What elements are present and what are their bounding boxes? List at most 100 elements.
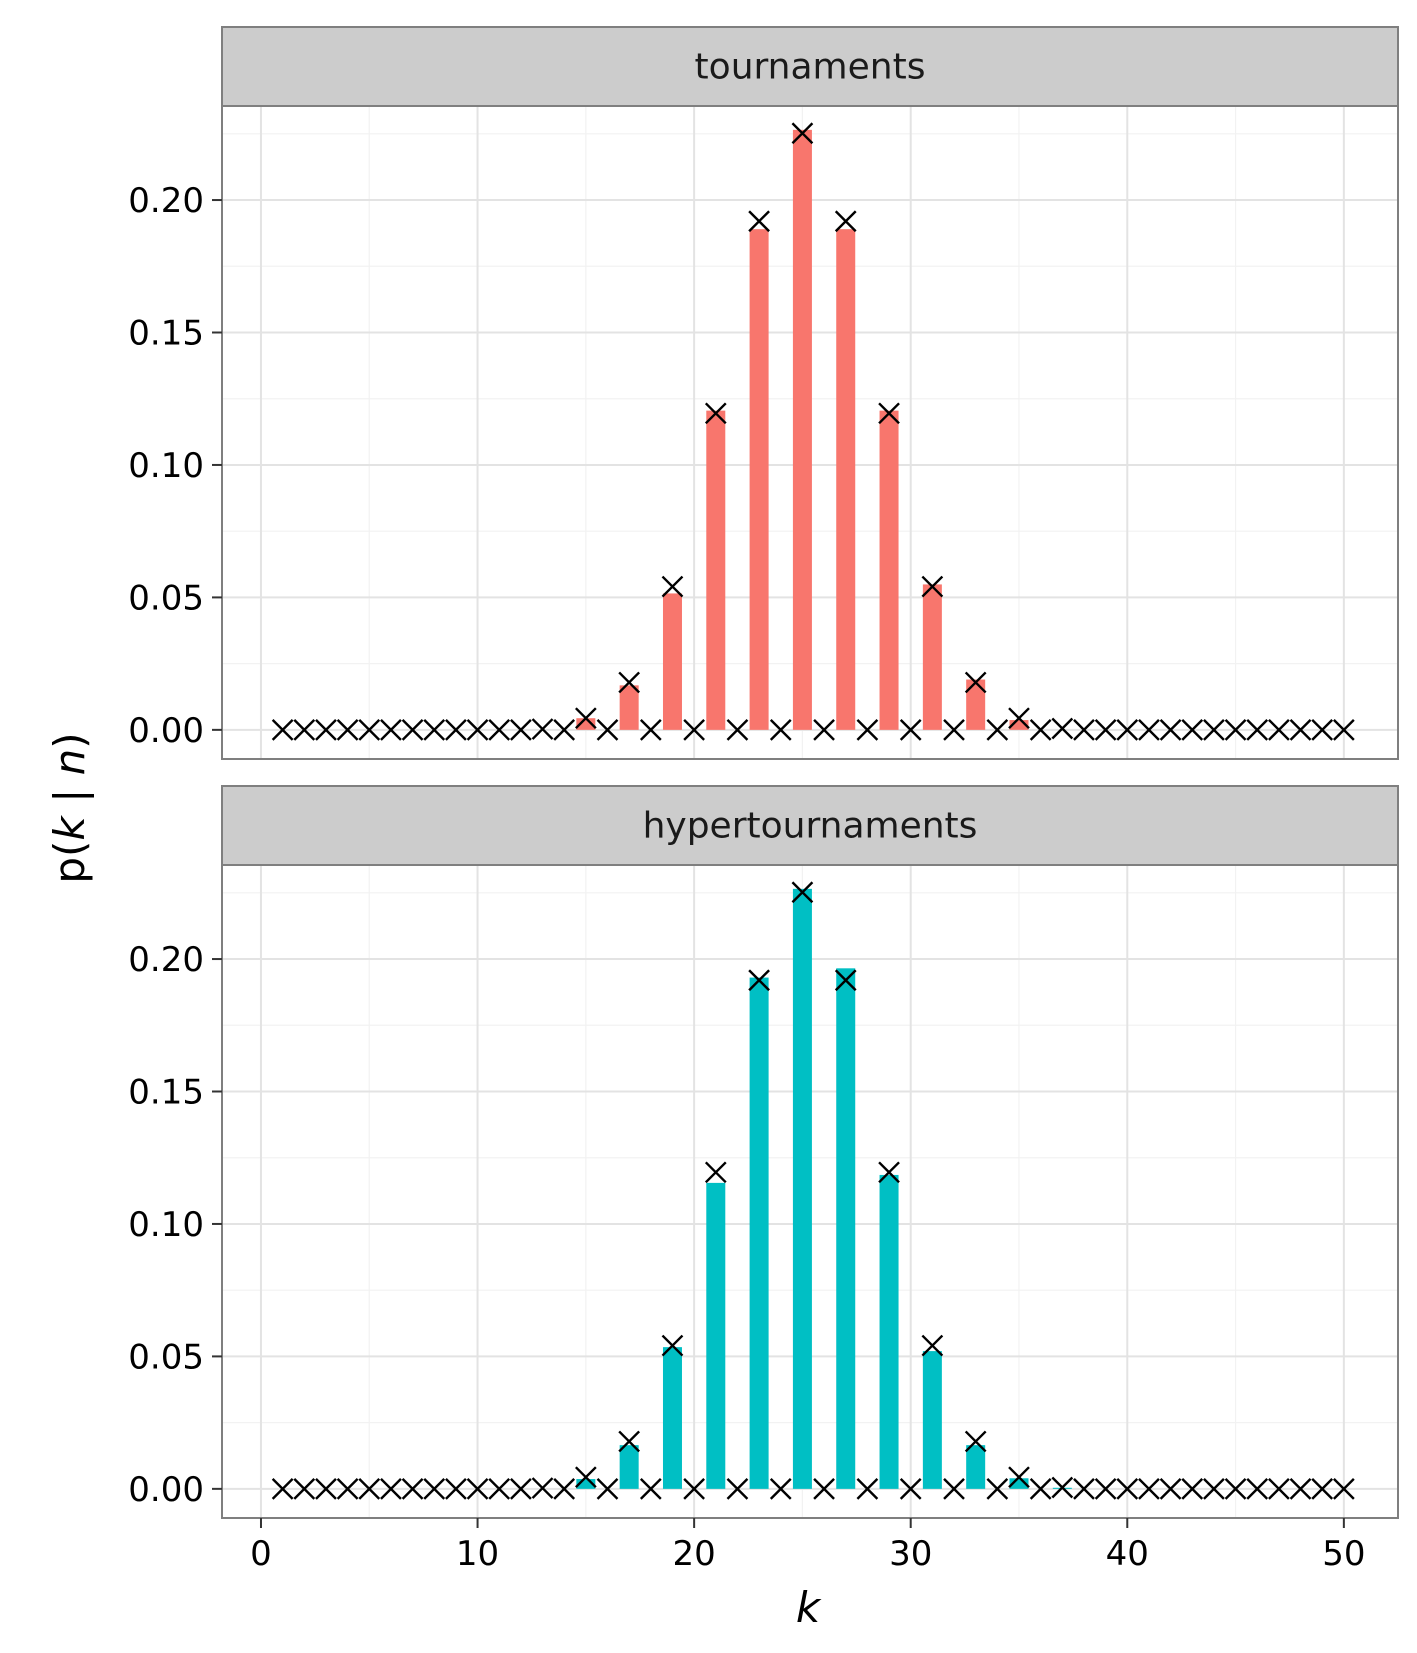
strip-background — [221, 26, 1399, 107]
bar-k-29 — [879, 410, 899, 730]
marker-k-36 — [1029, 1478, 1052, 1500]
marker-k-27 — [834, 210, 857, 233]
marker-k-3 — [315, 1478, 337, 1500]
marker-k-4 — [336, 719, 359, 741]
marker-k-37 — [1051, 1476, 1074, 1499]
marker-k-14 — [553, 719, 576, 741]
marker-k-49 — [1311, 1478, 1334, 1500]
marker-k-31 — [921, 575, 944, 598]
marker-k-11 — [488, 719, 511, 741]
marker-k-34 — [986, 719, 1009, 741]
marker-k-2 — [293, 1478, 316, 1500]
marker-k-16 — [596, 1478, 619, 1500]
marker-k-17 — [618, 671, 641, 694]
marker-k-42 — [1159, 719, 1182, 741]
marker-k-21 — [704, 1161, 727, 1184]
marker-k-18 — [639, 719, 662, 741]
marker-k-9 — [445, 1478, 467, 1500]
marker-k-47 — [1268, 1478, 1290, 1500]
y-tick-label: 0.15 — [128, 313, 204, 353]
y-tick-label: 0.20 — [128, 940, 204, 980]
panel-border — [221, 105, 1399, 760]
marker-k-41 — [1138, 1478, 1160, 1500]
marker-k-45 — [1224, 719, 1247, 741]
bar-k-15 — [576, 718, 596, 730]
marker-k-8 — [423, 1478, 446, 1500]
marker-k-43 — [1181, 1478, 1204, 1500]
marker-k-46 — [1246, 719, 1269, 741]
marker-k-6 — [380, 1478, 402, 1500]
marker-k-25 — [791, 122, 814, 145]
y-axis-title: p(k | n) — [45, 732, 94, 883]
marker-k-19 — [661, 575, 684, 598]
marker-k-6 — [380, 719, 402, 741]
marker-k-39 — [1094, 1478, 1117, 1500]
marker-k-12 — [510, 719, 532, 741]
marker-k-48 — [1289, 719, 1312, 741]
marker-k-38 — [1073, 1478, 1095, 1500]
marker-k-41 — [1138, 719, 1160, 741]
x-tick-label: 30 — [889, 1534, 932, 1574]
marker-k-46 — [1246, 1478, 1269, 1500]
marker-k-26 — [813, 719, 835, 741]
marker-k-22 — [726, 719, 749, 741]
marker-k-23 — [748, 969, 770, 992]
marker-k-30 — [899, 1478, 922, 1500]
marker-k-16 — [596, 719, 619, 741]
marker-k-7 — [401, 1478, 424, 1500]
y-tick-label: 0.05 — [128, 1337, 204, 1377]
bar-k-19 — [662, 1347, 682, 1489]
marker-k-29 — [878, 1161, 900, 1184]
marker-k-38 — [1073, 719, 1095, 741]
marker-k-36 — [1029, 719, 1052, 741]
bar-k-31 — [922, 1351, 942, 1489]
bar-k-19 — [662, 593, 682, 730]
marker-k-50 — [1333, 1478, 1355, 1500]
marker-k-3 — [315, 719, 337, 741]
marker-k-32 — [943, 1478, 965, 1500]
marker-k-24 — [769, 1478, 792, 1500]
marker-k-23 — [748, 210, 770, 233]
marker-k-2 — [293, 719, 316, 741]
y-tick-label: 0.15 — [128, 1072, 204, 1112]
marker-k-39 — [1094, 719, 1117, 741]
marker-k-27 — [834, 969, 857, 992]
x-tick-label: 40 — [1106, 1534, 1149, 1574]
marker-k-18 — [639, 1478, 662, 1500]
bar-k-25 — [792, 888, 812, 1489]
bar-k-27 — [836, 968, 856, 1489]
bar-k-25 — [792, 129, 812, 730]
bar-k-21 — [706, 410, 726, 730]
marker-k-34 — [986, 1478, 1009, 1500]
y-tick-label: 0.10 — [128, 1205, 204, 1245]
marker-k-11 — [488, 1478, 511, 1500]
bar-k-17 — [619, 1445, 639, 1489]
marker-k-14 — [553, 1478, 576, 1500]
chart-panels: tournaments0.000.050.100.150.20hypertour… — [128, 26, 1399, 1519]
x-axis: 0 10 20 30 40 50 — [250, 1518, 1365, 1574]
marker-k-28 — [856, 719, 879, 741]
y-tick-label: 0.05 — [128, 578, 204, 618]
marker-k-45 — [1224, 1478, 1247, 1500]
marker-k-15 — [574, 1466, 597, 1489]
marker-k-40 — [1116, 719, 1139, 741]
bar-k-23 — [749, 977, 769, 1489]
x-axis-title: k — [796, 1583, 822, 1632]
panel-hypertournaments: hypertournaments 0.00 0.05 0.10 0.15 0.20 — [128, 785, 1399, 1519]
bar-k-15 — [576, 1479, 596, 1489]
marker-k-20 — [683, 719, 705, 741]
marker-k-32 — [943, 719, 965, 741]
marker-k-19 — [661, 1334, 684, 1357]
x-tick-label: 20 — [672, 1534, 715, 1574]
marker-k-44 — [1203, 1478, 1225, 1500]
marker-k-28 — [856, 1478, 879, 1500]
marker-k-50 — [1333, 719, 1355, 741]
marker-k-30 — [899, 719, 922, 741]
marker-k-43 — [1181, 719, 1204, 741]
marker-k-29 — [878, 402, 900, 425]
marker-k-4 — [336, 1478, 359, 1500]
y-tick-label: 0.20 — [128, 181, 204, 221]
marker-k-15 — [574, 707, 597, 730]
strip-label: hypertournaments — [643, 806, 978, 847]
